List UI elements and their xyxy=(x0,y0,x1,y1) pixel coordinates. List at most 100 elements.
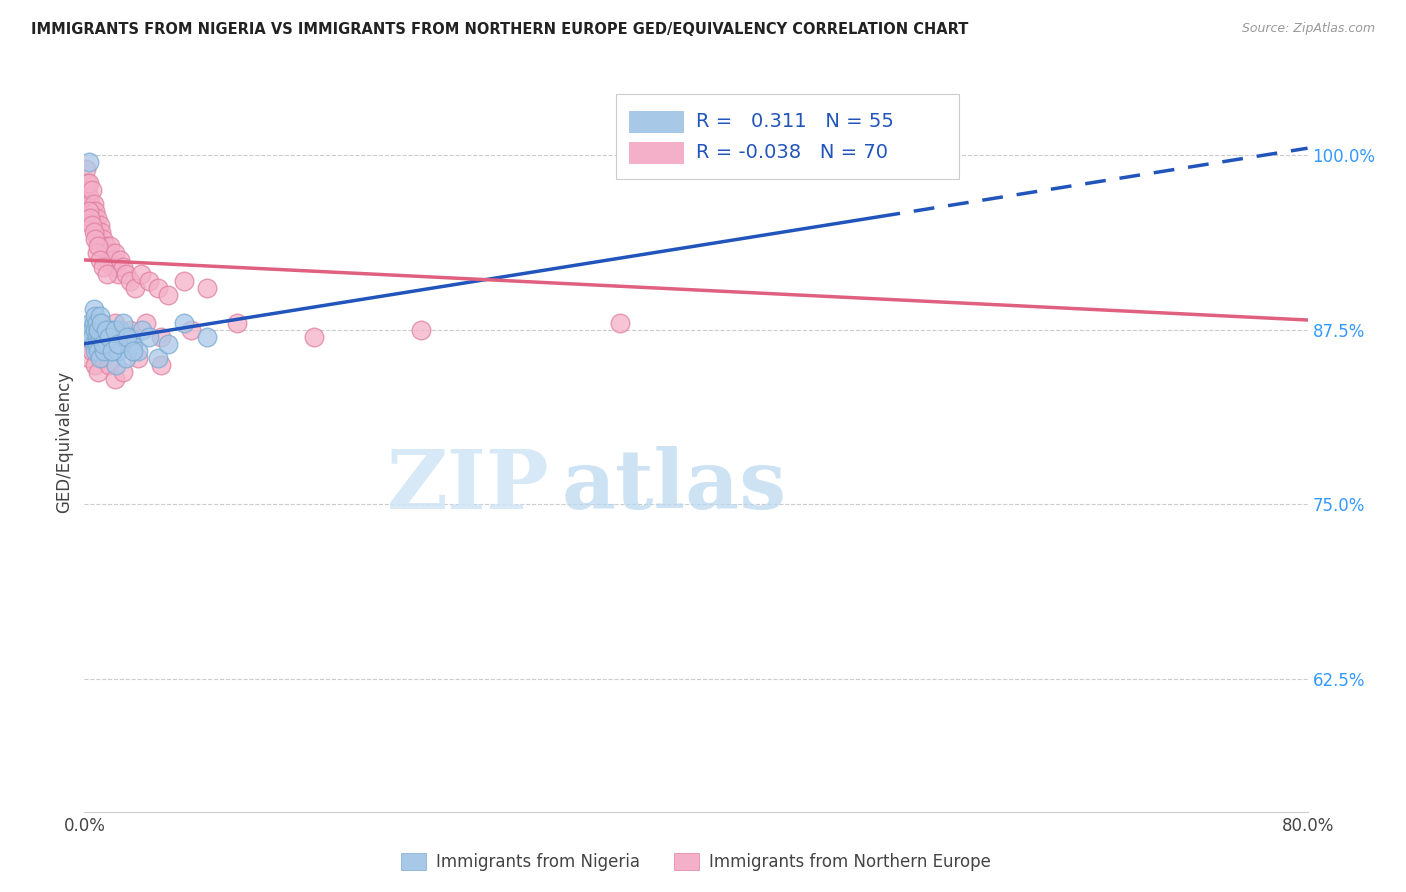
Point xyxy=(91,351,114,365)
Point xyxy=(97,330,120,344)
Point xyxy=(138,274,160,288)
Point xyxy=(86,336,108,351)
Point xyxy=(84,358,107,372)
Text: ZIP: ZIP xyxy=(387,446,550,526)
Point xyxy=(104,323,127,337)
Point xyxy=(180,323,202,337)
Point xyxy=(131,323,153,337)
Point xyxy=(87,323,110,337)
Point xyxy=(89,309,111,323)
Point xyxy=(111,365,134,379)
Point xyxy=(90,316,112,330)
Point xyxy=(114,267,136,281)
Text: R = -0.038   N = 70: R = -0.038 N = 70 xyxy=(696,144,889,162)
Point xyxy=(108,323,131,337)
Point xyxy=(149,358,172,372)
Point xyxy=(80,343,103,358)
Point xyxy=(93,246,115,260)
Point xyxy=(97,330,120,344)
Point xyxy=(84,309,107,323)
Point xyxy=(80,330,103,344)
Point xyxy=(409,323,432,337)
Bar xyxy=(628,142,683,164)
Point xyxy=(83,316,105,330)
Point xyxy=(84,218,107,232)
Point xyxy=(105,358,128,372)
Point xyxy=(80,323,103,337)
Point xyxy=(87,239,110,253)
Point xyxy=(101,343,124,358)
Point xyxy=(609,316,631,330)
Point xyxy=(104,323,127,337)
Point xyxy=(89,330,111,344)
Point xyxy=(83,336,105,351)
Point xyxy=(111,330,134,344)
Point xyxy=(111,260,134,274)
Point xyxy=(83,211,105,225)
Point xyxy=(104,316,127,330)
Legend: Immigrants from Nigeria, Immigrants from Northern Europe: Immigrants from Nigeria, Immigrants from… xyxy=(395,846,997,878)
Point xyxy=(98,323,121,337)
Point xyxy=(107,336,129,351)
Point xyxy=(97,358,120,372)
Point xyxy=(86,246,108,260)
Point xyxy=(101,336,124,351)
Point xyxy=(104,246,127,260)
Point xyxy=(104,372,127,386)
Point xyxy=(91,232,114,246)
Text: atlas: atlas xyxy=(561,446,786,526)
Point xyxy=(105,260,128,274)
Point xyxy=(86,211,108,225)
Point xyxy=(89,252,111,267)
Point xyxy=(127,351,149,365)
Point xyxy=(77,351,100,365)
Point xyxy=(91,260,114,274)
Point xyxy=(96,252,118,267)
Point xyxy=(86,225,108,239)
Point xyxy=(93,343,115,358)
Point xyxy=(79,211,101,225)
Point xyxy=(114,351,136,365)
Point xyxy=(124,281,146,295)
Point xyxy=(80,218,103,232)
Point xyxy=(115,330,138,344)
Point xyxy=(80,183,103,197)
Point xyxy=(129,267,152,281)
Point xyxy=(195,330,218,344)
Point xyxy=(83,301,105,316)
Y-axis label: GED/Equivalency: GED/Equivalency xyxy=(55,370,73,513)
Point xyxy=(120,330,142,344)
Point xyxy=(157,336,180,351)
Point xyxy=(86,316,108,330)
Point xyxy=(89,351,111,365)
Point xyxy=(122,343,145,358)
Point xyxy=(108,252,131,267)
Text: R =   0.311   N = 55: R = 0.311 N = 55 xyxy=(696,112,894,131)
Point xyxy=(103,343,125,358)
Point xyxy=(122,336,145,351)
Point xyxy=(107,343,129,358)
Point xyxy=(302,330,325,344)
Point xyxy=(157,288,180,302)
Point xyxy=(149,330,172,344)
Point xyxy=(110,336,132,351)
Point xyxy=(77,204,100,219)
Point xyxy=(98,239,121,253)
Point xyxy=(87,365,110,379)
Point xyxy=(91,330,114,344)
Point xyxy=(94,239,117,253)
Point xyxy=(101,260,124,274)
Point xyxy=(75,162,97,177)
Point xyxy=(76,330,98,344)
Bar xyxy=(616,94,959,178)
Point xyxy=(87,232,110,246)
Point xyxy=(146,281,169,295)
Point xyxy=(226,316,249,330)
Text: Source: ZipAtlas.com: Source: ZipAtlas.com xyxy=(1241,22,1375,36)
Point xyxy=(107,267,129,281)
Point xyxy=(146,351,169,365)
Point xyxy=(94,323,117,337)
Point xyxy=(79,197,101,211)
Bar xyxy=(628,111,683,133)
Point xyxy=(87,323,110,337)
